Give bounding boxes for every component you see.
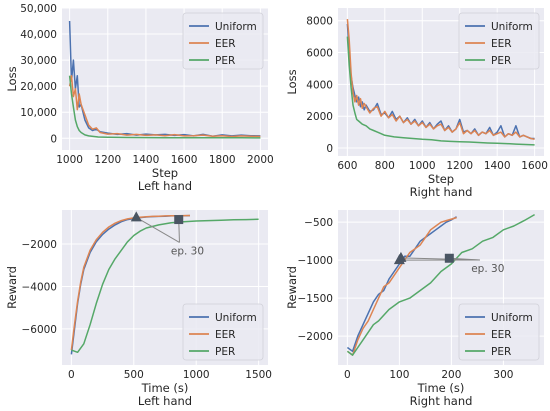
legend-label-uniform: Uniform	[215, 312, 257, 324]
annotation-arrow	[449, 257, 480, 261]
series-line-per	[71, 218, 259, 354]
x-tick-label: 1000	[409, 160, 436, 172]
y-tick-label: 2000	[306, 111, 333, 123]
x-tick-label: 200	[441, 369, 461, 381]
series-line-eer	[346, 19, 535, 141]
series-line-per	[68, 75, 261, 139]
legend: Uniform EER PER	[182, 303, 264, 361]
y-tick-label: −1000	[297, 255, 333, 267]
x-tick-label: 0	[68, 369, 75, 381]
y-axis-label: Loss	[285, 69, 299, 94]
legend-label-eer: EER	[215, 329, 236, 341]
annotation-label: ep. 30	[471, 263, 504, 275]
chart-1: 1000 1200 1400 1600 1800 2000 0 10,000 20,000 30,…	[5, 3, 274, 193]
legend: Uniform EER PER	[458, 303, 540, 361]
chart-subtitle: Right hand	[410, 394, 473, 408]
series-line-per	[346, 36, 535, 146]
x-tick-label: 1400	[484, 160, 511, 172]
legend-box	[458, 12, 540, 70]
legend-label-uniform: Uniform	[215, 21, 257, 33]
y-axis-label: Loss	[5, 66, 19, 91]
x-tick-label: 600	[337, 160, 357, 172]
episode-marker-triangle	[395, 251, 407, 262]
series-group	[346, 19, 535, 146]
x-tick-label: 1000	[56, 154, 83, 166]
x-tick-label: 500	[124, 369, 144, 381]
x-tick-label: 100	[389, 369, 409, 381]
series-group	[68, 20, 261, 139]
x-tick-label: 800	[375, 160, 395, 172]
legend-box	[182, 12, 264, 70]
legend: Uniform EER PER	[182, 12, 264, 70]
x-tick-label: 1600	[171, 154, 198, 166]
chart-subtitle: Left hand	[138, 394, 192, 408]
y-tick-label: −2000	[21, 239, 57, 251]
x-tick-label: 1600	[521, 160, 548, 172]
legend-box	[458, 303, 540, 361]
y-axis-label: Reward	[5, 266, 19, 309]
x-axis-label: Step	[152, 166, 178, 180]
legend-label-per: PER	[215, 346, 235, 358]
legend-label-per: PER	[215, 55, 235, 67]
x-axis-label: Time (s)	[417, 381, 465, 395]
legend-label-per: PER	[491, 346, 511, 358]
y-tick-label: 20,000	[20, 81, 57, 93]
legend-label-per: PER	[491, 55, 511, 67]
x-tick-label: 300	[493, 369, 513, 381]
x-tick-label: 1500	[245, 369, 272, 381]
chart-subtitle: Left hand	[138, 179, 192, 193]
y-tick-label: 40,000	[20, 29, 57, 41]
x-tick-label: 1200	[446, 160, 473, 172]
legend-label-uniform: Uniform	[491, 21, 533, 33]
chart-2: 600 800 1000 1200 1400 1600 0 2000 4000 6000 8000 S…	[285, 8, 548, 199]
y-tick-label: 0	[326, 143, 333, 155]
x-tick-label: 1400	[133, 154, 160, 166]
y-tick-label: −6000	[21, 324, 57, 336]
annotation-arrow	[136, 216, 180, 243]
episode-marker-square	[444, 253, 454, 263]
y-tick-label: 0	[50, 133, 57, 145]
x-axis-label: Step	[428, 172, 454, 186]
y-tick-label: −1500	[297, 293, 333, 305]
series-line-eer	[68, 74, 261, 138]
y-tick-label: −2000	[297, 331, 333, 343]
y-tick-label: 10,000	[20, 107, 57, 119]
episode-marker-triangle	[130, 211, 142, 222]
x-tick-label: 2000	[247, 154, 274, 166]
y-tick-label: −500	[304, 217, 333, 229]
legend-label-eer: EER	[491, 38, 512, 50]
legend-label-eer: EER	[215, 38, 236, 50]
y-tick-label: 50,000	[20, 3, 57, 15]
series-line-per	[346, 213, 535, 356]
y-tick-label: 4000	[306, 79, 333, 91]
series-line-eer	[70, 214, 191, 351]
series-group	[70, 214, 259, 355]
x-tick-label: 1200	[94, 154, 121, 166]
y-tick-label: 6000	[306, 48, 333, 60]
y-axis-label: Reward	[285, 266, 299, 309]
episode-marker-square	[174, 215, 184, 225]
annotation-label: ep. 30	[171, 245, 204, 257]
y-tick-label: 8000	[306, 16, 333, 28]
y-tick-label: −4000	[21, 281, 57, 293]
x-axis-label: Time (s)	[141, 381, 189, 395]
legend-label-uniform: Uniform	[491, 312, 533, 324]
x-tick-label: 1800	[209, 154, 236, 166]
y-tick-label: 30,000	[20, 55, 57, 67]
legend-box	[182, 303, 264, 361]
legend-label-eer: EER	[491, 329, 512, 341]
chart-4: 0 100 200 300 −2000 −1500 −1000 −500 ep. 30 Time …	[285, 210, 544, 408]
chart-subtitle: Right hand	[410, 185, 473, 199]
x-tick-label: 0	[344, 369, 351, 381]
chart-3: 0 500 1000 1500 −6000 −4000 −2000 ep. 30 Time (s…	[5, 210, 272, 408]
legend: Uniform EER PER	[458, 12, 540, 70]
x-tick-label: 1000	[183, 369, 210, 381]
